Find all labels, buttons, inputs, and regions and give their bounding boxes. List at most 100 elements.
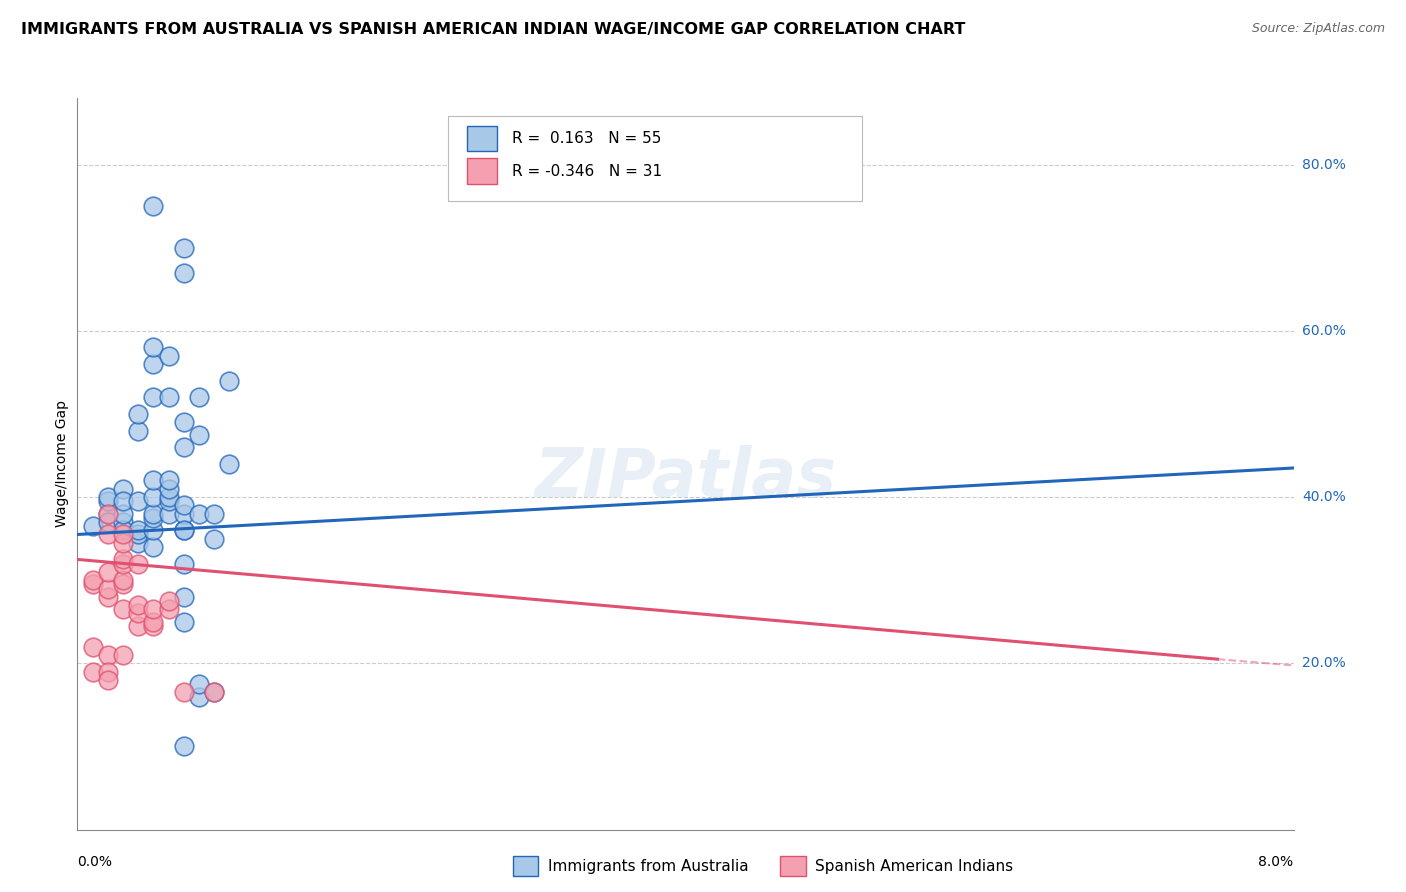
Point (127, 607, 149, 621)
Point (173, 557, 195, 571)
Point (111, 494, 134, 508)
Text: 40.0%: 40.0% (1302, 490, 1346, 504)
Point (188, 677, 211, 691)
Point (82, 573, 104, 587)
Point (157, 482, 180, 496)
Point (142, 524, 165, 538)
Point (173, 415, 195, 429)
Point (202, 685, 225, 699)
Point (218, 374, 240, 388)
Text: R = -0.346   N = 31: R = -0.346 N = 31 (512, 164, 662, 178)
Point (97, 507, 120, 521)
Point (188, 427, 211, 442)
Text: 0.0%: 0.0% (77, 855, 112, 869)
Point (157, 494, 180, 508)
Point (157, 594, 180, 608)
Point (111, 524, 134, 538)
Point (111, 577, 134, 591)
Point (97, 494, 120, 508)
Point (202, 685, 225, 699)
Point (142, 390, 165, 404)
Point (142, 602, 165, 616)
Point (173, 524, 195, 538)
Point (97, 590, 120, 604)
Point (142, 341, 165, 355)
Point (127, 598, 149, 612)
Point (97, 582, 120, 596)
Point (111, 527, 134, 541)
Point (97, 673, 120, 687)
Point (111, 507, 134, 521)
Point (202, 532, 225, 546)
Point (173, 685, 195, 699)
Point (142, 357, 165, 371)
Point (127, 524, 149, 538)
Point (142, 540, 165, 554)
Text: 8.0%: 8.0% (1258, 855, 1294, 869)
Text: 20.0%: 20.0% (1302, 657, 1346, 670)
Bar (467, 126, 496, 151)
Point (157, 602, 180, 616)
Point (127, 619, 149, 633)
Point (173, 266, 195, 280)
Point (111, 536, 134, 550)
Text: 80.0%: 80.0% (1302, 158, 1346, 171)
Point (142, 511, 165, 525)
Point (111, 482, 134, 496)
Point (173, 590, 195, 604)
Point (157, 490, 180, 504)
Point (97, 665, 120, 679)
Point (127, 527, 149, 541)
Bar (449, 117, 862, 201)
Bar (467, 159, 496, 184)
Point (97, 648, 120, 662)
Point (82, 577, 104, 591)
Point (111, 552, 134, 566)
Point (127, 494, 149, 508)
Point (142, 615, 165, 629)
Point (97, 527, 120, 541)
Point (127, 536, 149, 550)
Point (97, 515, 120, 529)
Point (173, 507, 195, 521)
Point (142, 490, 165, 504)
Point (111, 515, 134, 529)
Point (82, 640, 104, 654)
Text: R =  0.163   N = 55: R = 0.163 N = 55 (512, 131, 661, 146)
Text: IMMIGRANTS FROM AUSTRALIA VS SPANISH AMERICAN INDIAN WAGE/INCOME GAP CORRELATION: IMMIGRANTS FROM AUSTRALIA VS SPANISH AME… (21, 22, 966, 37)
Point (111, 557, 134, 571)
Point (157, 507, 180, 521)
Point (157, 474, 180, 488)
Point (157, 349, 180, 363)
Point (173, 739, 195, 754)
Text: Spanish American Indians: Spanish American Indians (815, 859, 1014, 873)
Point (142, 199, 165, 213)
Point (142, 474, 165, 488)
Point (127, 557, 149, 571)
Point (97, 490, 120, 504)
Point (202, 507, 225, 521)
Point (173, 440, 195, 454)
Point (173, 241, 195, 255)
Point (127, 407, 149, 421)
Point (157, 390, 180, 404)
Point (218, 457, 240, 471)
Point (188, 390, 211, 404)
Point (142, 507, 165, 521)
Point (173, 615, 195, 629)
Point (111, 602, 134, 616)
Point (82, 665, 104, 679)
Point (188, 507, 211, 521)
Point (127, 424, 149, 438)
Point (188, 690, 211, 704)
Text: Immigrants from Australia: Immigrants from Australia (548, 859, 749, 873)
Text: Source: ZipAtlas.com: Source: ZipAtlas.com (1251, 22, 1385, 36)
Y-axis label: Wage/Income Gap: Wage/Income Gap (55, 401, 69, 527)
Point (173, 499, 195, 513)
Point (173, 524, 195, 538)
Point (97, 507, 120, 521)
Text: ZIPatlas: ZIPatlas (534, 445, 837, 511)
Point (111, 648, 134, 662)
Point (142, 619, 165, 633)
Point (82, 519, 104, 533)
